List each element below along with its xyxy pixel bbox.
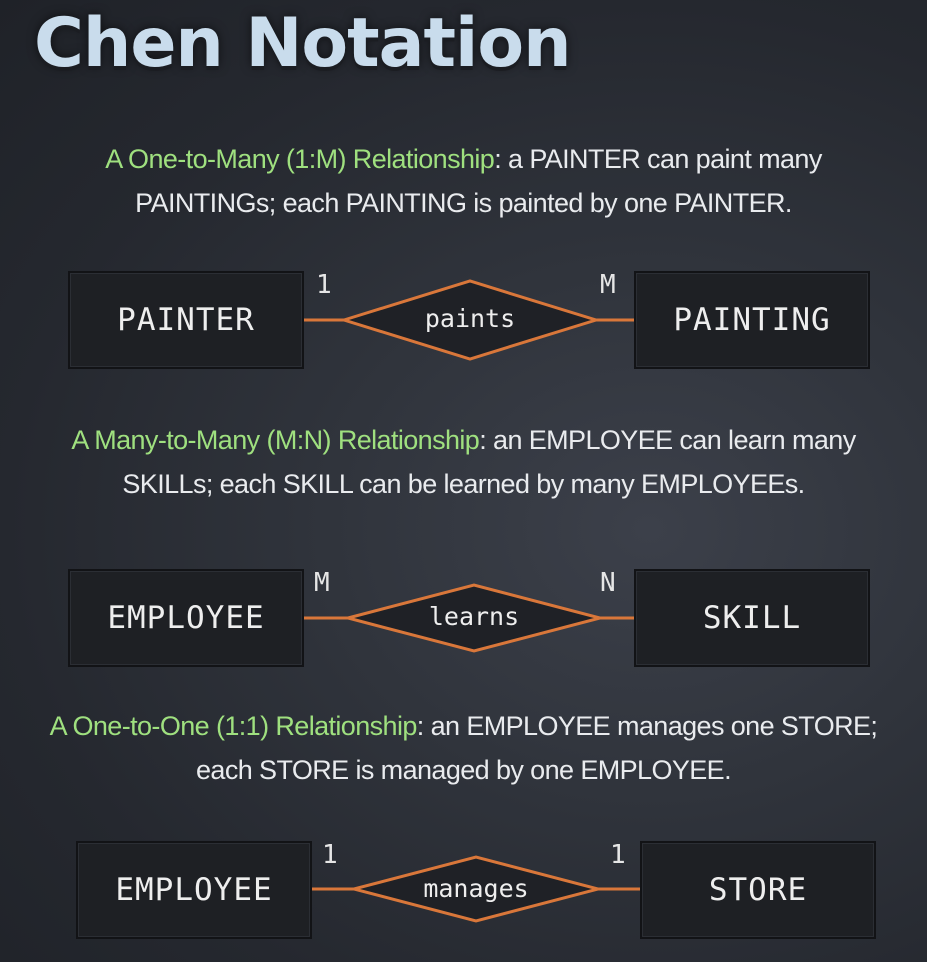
description-line-1: A One-to-Many (1:M) Relationship: a PAIN… (0, 137, 927, 181)
relationship-description: A One-to-Many (1:M) Relationship: a PAIN… (0, 137, 927, 225)
description-line-2: each STORE is managed by one EMPLOYEE. (196, 755, 732, 785)
relationship-label: learns (428, 602, 520, 631)
description-line-2: PAINTINGs; each PAINTING is painted by o… (135, 188, 792, 218)
entity-box: PAINTER (68, 271, 304, 369)
cardinality-label: 1 (322, 840, 338, 870)
entity-box: SKILL (634, 569, 870, 667)
description-rest: : an EMPLOYEE manages one STORE; (416, 711, 878, 741)
cardinality-label: N (600, 568, 616, 598)
cardinality-label: M (314, 568, 330, 598)
entity-box: STORE (640, 841, 876, 939)
relationship-label: paints (424, 304, 516, 333)
entity-box: EMPLOYEE (76, 841, 312, 939)
cardinality-label: 1 (610, 840, 626, 870)
description-rest: : an EMPLOYEE can learn many (479, 425, 856, 455)
relationship-heading: A One-to-Many (1:M) Relationship (105, 144, 495, 174)
description-line-1: A One-to-One (1:1) Relationship: an EMPL… (0, 704, 927, 748)
cardinality-label: M (600, 270, 616, 300)
description-line-2: SKILLs; each SKILL can be learned by man… (122, 469, 805, 499)
relationship-description: A One-to-One (1:1) Relationship: an EMPL… (0, 704, 927, 792)
cardinality-label: 1 (316, 270, 332, 300)
description-rest: : a PAINTER can paint many (494, 144, 822, 174)
relationship-heading: A Many-to-Many (M:N) Relationship (71, 425, 480, 455)
description-line-1: A Many-to-Many (M:N) Relationship: an EM… (0, 418, 927, 462)
relationship-label: manages (423, 874, 529, 903)
entity-box: PAINTING (634, 271, 870, 369)
page-title: Chen Notation (34, 4, 571, 83)
relationship-description: A Many-to-Many (M:N) Relationship: an EM… (0, 418, 927, 506)
entity-box: EMPLOYEE (68, 569, 304, 667)
relationship-heading: A One-to-One (1:1) Relationship (49, 711, 418, 741)
